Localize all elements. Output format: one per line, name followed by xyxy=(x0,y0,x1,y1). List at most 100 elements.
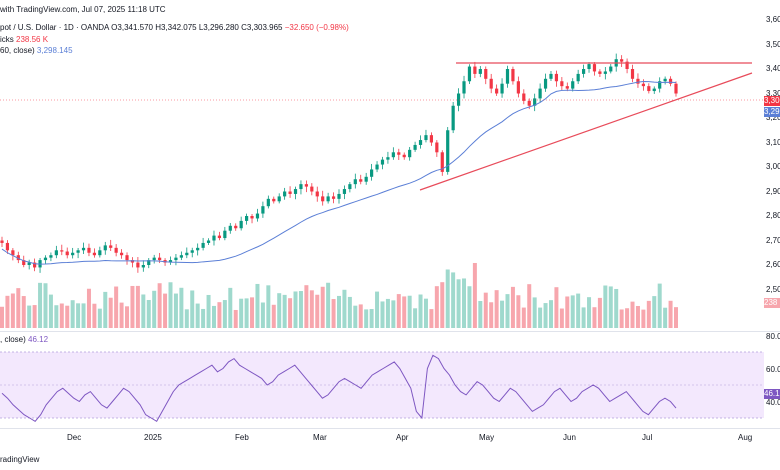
candle-body xyxy=(500,83,504,94)
volume-bar xyxy=(646,300,651,328)
volume-bar xyxy=(337,295,341,328)
ma-label: 60, close) xyxy=(0,46,35,55)
volume-bar xyxy=(592,307,597,328)
volume-bar xyxy=(152,290,157,328)
volume-tag: 238 xyxy=(764,298,780,308)
volume-bar xyxy=(445,269,450,328)
close-label: C xyxy=(241,23,247,32)
candle-body xyxy=(435,142,439,153)
volume-bar xyxy=(434,286,439,328)
candle-body xyxy=(489,78,493,89)
price-chart[interactable] xyxy=(0,0,764,330)
volume-bar xyxy=(358,304,363,328)
volume-bar xyxy=(260,302,265,328)
candle-body xyxy=(625,61,629,69)
candle-body xyxy=(103,245,107,251)
volume-bar xyxy=(668,300,673,328)
volume-bar xyxy=(146,299,151,328)
candle-body xyxy=(0,240,4,243)
volume-bar xyxy=(86,288,91,328)
volume-bar xyxy=(21,296,26,328)
high-label: H xyxy=(155,23,161,32)
volume-bar xyxy=(489,302,494,328)
rsi-value: 46.12 xyxy=(28,335,49,344)
rsi-chart[interactable] xyxy=(0,332,764,427)
candle-body xyxy=(87,247,91,253)
candle-body xyxy=(255,213,260,219)
time-axis-label: Mar xyxy=(313,433,327,442)
candle-body xyxy=(71,252,75,256)
volume-bar xyxy=(201,308,206,328)
volume-bar xyxy=(38,282,43,328)
candle-body xyxy=(196,247,200,251)
candle-body xyxy=(592,64,597,72)
rsi-axis-80: 80.0 xyxy=(766,332,780,341)
price-axis-label: 2,800 xyxy=(766,211,780,220)
candle-body xyxy=(11,250,15,256)
volume-bar xyxy=(271,304,276,328)
candle-body xyxy=(576,73,580,82)
volume-bar xyxy=(173,293,178,328)
volume-bar xyxy=(163,293,168,328)
candle-body xyxy=(147,260,151,265)
volume-bar xyxy=(559,308,564,328)
candle-body xyxy=(272,198,276,202)
candle-body xyxy=(119,252,124,256)
open-value: 3,341.570 xyxy=(117,23,153,32)
volume-bar xyxy=(587,297,592,328)
volume-bar xyxy=(184,309,189,328)
candle-body xyxy=(386,157,390,160)
candle-body xyxy=(359,179,363,182)
candle-body xyxy=(277,196,281,202)
candle-body xyxy=(478,69,482,74)
volume-bar xyxy=(298,291,303,328)
rsi-axis-40: 40.0 xyxy=(766,398,780,407)
candle-body xyxy=(98,250,102,256)
volume-bar xyxy=(625,308,630,328)
volume-bar xyxy=(663,307,668,328)
candle-body xyxy=(190,250,194,253)
volume-bar xyxy=(206,294,211,328)
candle-body xyxy=(43,257,48,261)
volume-bar xyxy=(81,303,86,328)
volume-bar xyxy=(190,290,195,328)
candle-body xyxy=(511,69,515,82)
volume-bar xyxy=(10,293,15,328)
time-axis-label: Dec xyxy=(67,433,82,442)
candle-body xyxy=(380,159,385,165)
candle-body xyxy=(65,251,69,256)
candle-body xyxy=(668,78,673,84)
volume-bar xyxy=(462,278,467,328)
close-value: 3,303.965 xyxy=(246,23,283,32)
price-axis-label: 2,500 xyxy=(766,284,780,294)
pane-separator xyxy=(0,331,780,332)
volume-bar xyxy=(505,294,510,328)
volume-bar xyxy=(467,286,472,328)
volume-bar xyxy=(440,282,445,328)
volume-bar xyxy=(157,283,162,328)
volume-bar xyxy=(565,296,570,328)
candle-body xyxy=(212,235,216,241)
price-axis-label: 3,000 xyxy=(766,162,780,171)
change-value: −32.650 (−0.98%) xyxy=(284,23,349,32)
volume-bar xyxy=(364,309,369,328)
volume-bar xyxy=(402,296,407,328)
candle-body xyxy=(266,198,270,207)
time-axis-label: Jul xyxy=(642,433,653,442)
volume-bar xyxy=(108,297,113,328)
candle-body xyxy=(581,69,586,74)
candle-body xyxy=(125,255,129,261)
volume-bar xyxy=(527,284,532,328)
ma-legend: 60, close) 3,298.145 xyxy=(0,46,73,55)
volume-bar xyxy=(228,287,233,328)
candle-body xyxy=(641,83,645,87)
volume-bar xyxy=(97,308,102,328)
price-axis-label: 3,400 xyxy=(766,64,780,73)
volume-bar xyxy=(304,285,309,328)
volume-bar xyxy=(576,293,581,328)
candle-body xyxy=(429,135,434,143)
candle-body xyxy=(283,191,287,197)
time-axis-label: 2025 xyxy=(144,433,162,442)
volume-bar xyxy=(500,300,505,328)
volume-bar xyxy=(532,297,537,328)
